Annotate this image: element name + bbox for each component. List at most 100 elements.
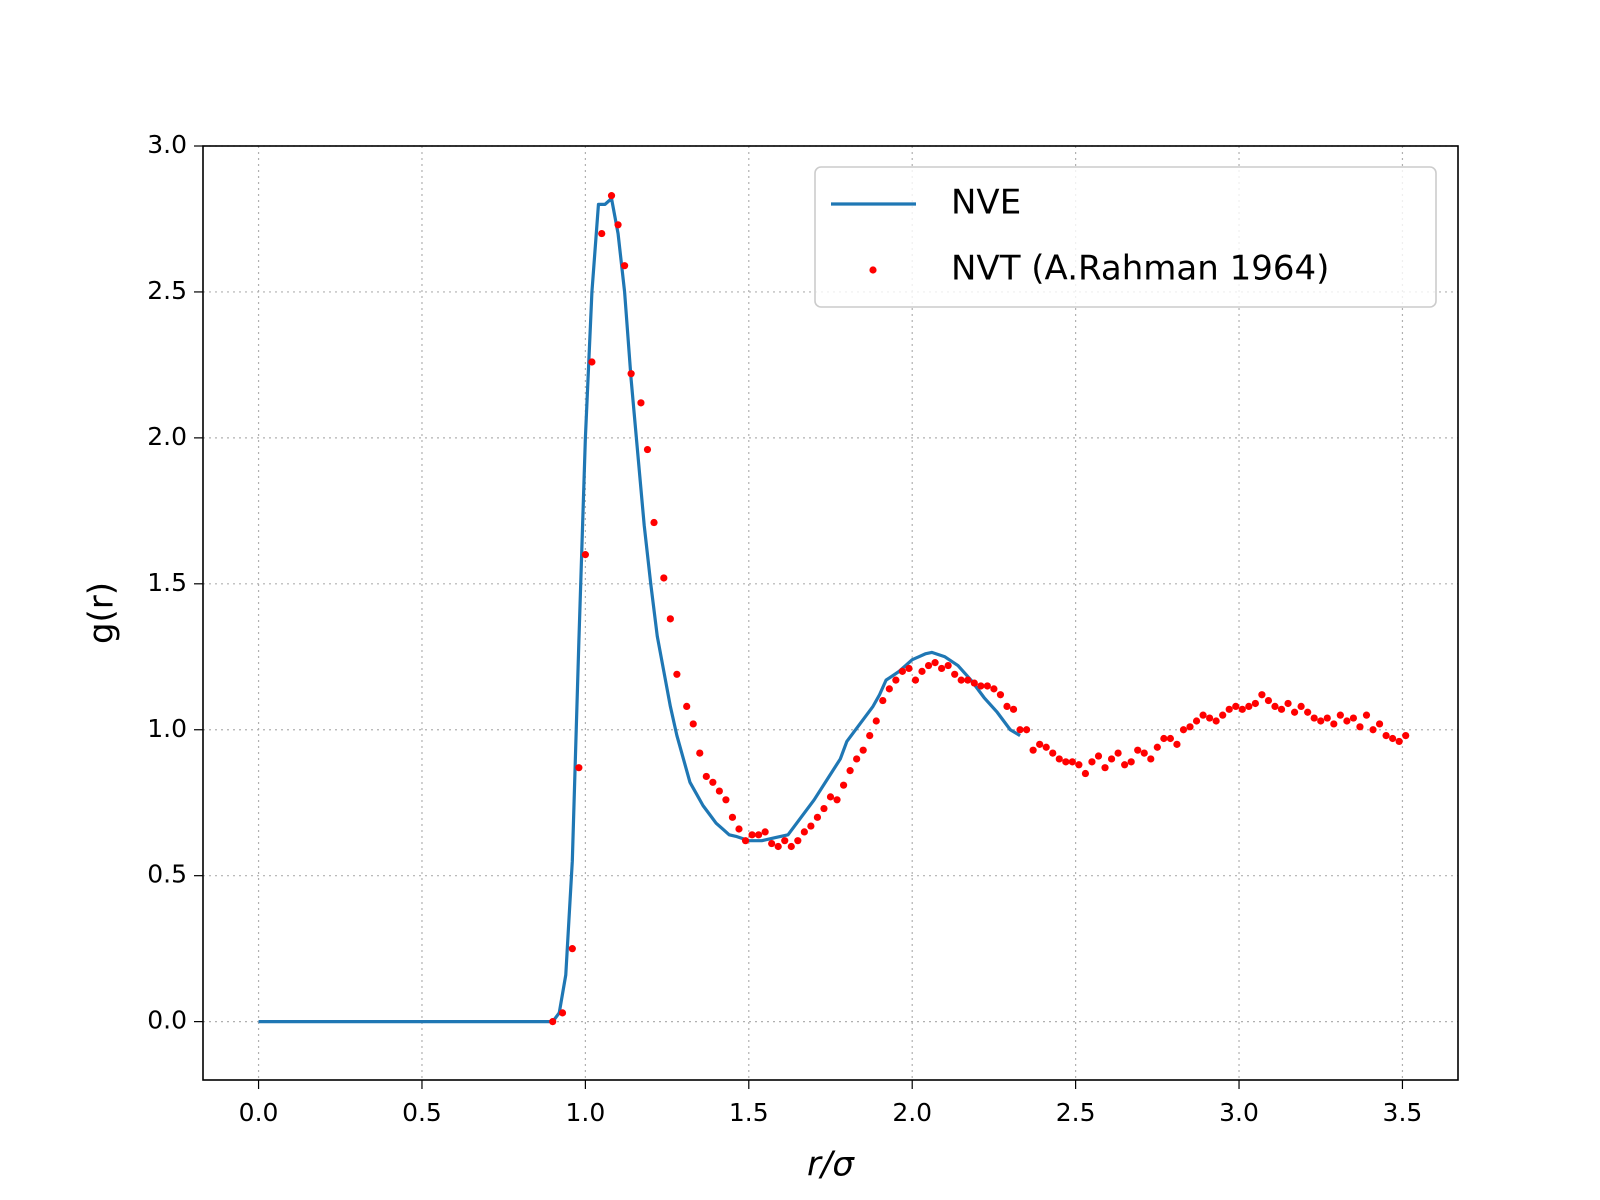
- x-tick-label: 3.0: [1219, 1098, 1259, 1127]
- point: [709, 778, 717, 786]
- point: [1140, 749, 1148, 757]
- plot-frame: [202, 145, 1459, 1081]
- point: [1049, 749, 1057, 757]
- point: [1349, 714, 1358, 722]
- point: [673, 670, 681, 678]
- point: [558, 1009, 567, 1017]
- point: [1219, 711, 1227, 719]
- point: [813, 813, 822, 821]
- y-tick-label: 2.0: [147, 422, 187, 451]
- point: [853, 755, 861, 763]
- point: [1369, 726, 1377, 734]
- legend-label: NVE: [951, 183, 1021, 223]
- point: [1251, 699, 1259, 708]
- point: [977, 682, 985, 690]
- point: [892, 676, 900, 684]
- y-tick-label: 0.0: [147, 1006, 187, 1035]
- point: [1238, 705, 1246, 713]
- point: [1081, 769, 1090, 778]
- x-tick-label: 3.5: [1383, 1098, 1423, 1127]
- point: [588, 358, 596, 366]
- point: [964, 676, 972, 684]
- point: [1199, 711, 1207, 719]
- point: [614, 221, 622, 229]
- point: [581, 551, 589, 559]
- point: [728, 813, 737, 821]
- point: [598, 229, 606, 238]
- point: [1173, 740, 1181, 748]
- point: [1009, 705, 1018, 713]
- point: [879, 696, 887, 705]
- point: [1153, 743, 1161, 751]
- point: [696, 749, 704, 757]
- point: [1088, 758, 1096, 766]
- point: [905, 664, 913, 673]
- point: [951, 670, 959, 678]
- y-axis-label: g(r): [82, 582, 122, 644]
- point: [660, 574, 668, 582]
- point: [643, 445, 652, 454]
- point: [1232, 702, 1240, 711]
- point: [1062, 758, 1070, 766]
- point: [1362, 711, 1371, 719]
- point: [1192, 717, 1201, 725]
- point: [931, 659, 939, 667]
- point: [748, 831, 756, 839]
- point: [575, 764, 583, 772]
- x-tick-label: 1.5: [729, 1098, 769, 1127]
- point: [754, 831, 763, 839]
- point: [774, 842, 782, 851]
- point: [607, 192, 616, 200]
- point: [794, 837, 802, 845]
- point: [768, 839, 776, 848]
- point: [1101, 764, 1109, 772]
- point: [568, 945, 576, 953]
- point: [1179, 726, 1188, 734]
- point: [621, 262, 629, 270]
- point: [1212, 717, 1220, 725]
- point: [1107, 755, 1116, 763]
- point: [1127, 758, 1135, 766]
- point: [1114, 749, 1122, 757]
- point: [1055, 755, 1063, 763]
- point: [839, 781, 848, 789]
- legend-box: [814, 166, 1437, 308]
- point: [627, 370, 635, 378]
- x-tick-label: 2.5: [1056, 1098, 1096, 1127]
- point: [1310, 714, 1318, 722]
- point: [911, 676, 920, 684]
- point: [1134, 746, 1142, 754]
- point: [1343, 717, 1351, 725]
- point: [1323, 714, 1331, 722]
- x-tick-label: 2.0: [892, 1098, 932, 1127]
- point: [1402, 731, 1410, 740]
- point: [944, 661, 952, 670]
- legend-label: NVT (A.Rahman 1964): [951, 249, 1329, 289]
- point: [1206, 714, 1214, 722]
- point: [924, 661, 933, 670]
- point: [1336, 711, 1344, 719]
- x-tick-label: 0.0: [239, 1098, 279, 1127]
- point: [1395, 737, 1403, 746]
- point: [872, 717, 880, 725]
- point: [637, 399, 645, 407]
- point: [1297, 702, 1305, 711]
- point: [1036, 740, 1044, 748]
- point: [741, 837, 750, 845]
- point: [885, 685, 893, 693]
- point: [761, 828, 769, 836]
- point: [846, 767, 854, 775]
- point: [957, 676, 965, 684]
- point: [781, 837, 789, 845]
- legend-swatch: [869, 266, 877, 274]
- point: [1160, 734, 1168, 743]
- point: [1121, 761, 1129, 769]
- point: [1186, 723, 1194, 731]
- point: [1245, 702, 1253, 711]
- point: [938, 664, 946, 673]
- point: [983, 682, 991, 690]
- point: [683, 702, 691, 711]
- point: [996, 691, 1005, 699]
- point: [918, 667, 926, 675]
